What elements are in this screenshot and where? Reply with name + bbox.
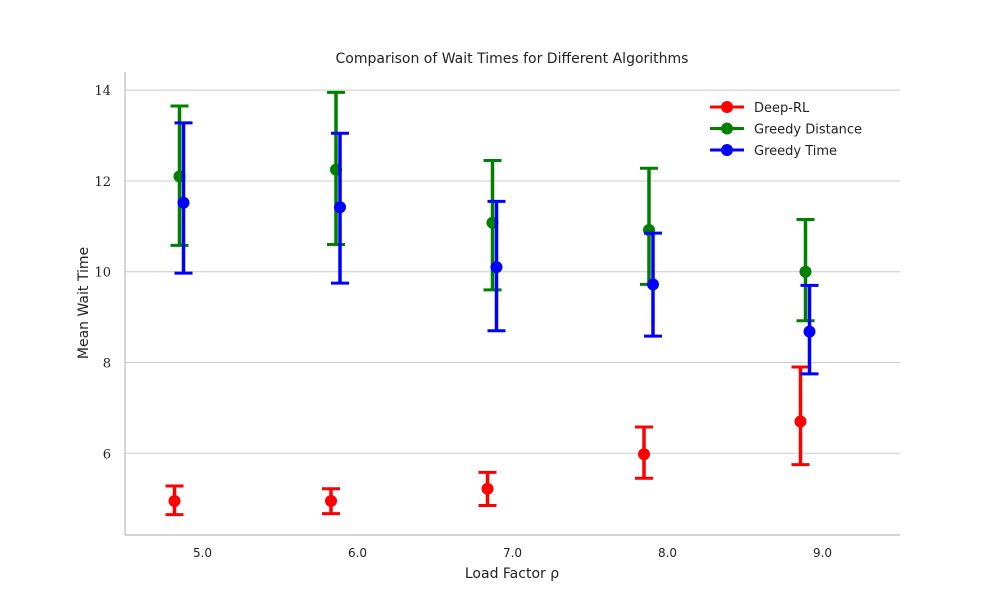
series-group (170, 90, 815, 323)
data-point (647, 278, 659, 291)
y-tick-label: 10 (94, 266, 111, 281)
legend-label: Deep-RL (754, 101, 810, 116)
x-tick-labels: 5.0 6.0 7.0 8.0 9.0 (193, 546, 832, 560)
data-point (490, 261, 503, 274)
legend-label: Greedy Time (754, 144, 837, 159)
series-layer (165, 90, 819, 517)
series-group (174, 121, 819, 376)
legend-label: Greedy Distance (754, 123, 862, 138)
y-tick-label: 6 (103, 447, 111, 462)
data-point (334, 201, 346, 214)
legend-marker (721, 144, 733, 156)
data-point (177, 196, 190, 209)
series-group (165, 365, 810, 517)
legend: Deep-RL Greedy Distance Greedy Time (710, 101, 862, 159)
data-point (794, 415, 807, 428)
y-axis-label: Mean Wait Time (76, 247, 92, 359)
chart-title: Comparison of Wait Times for Different A… (336, 51, 689, 67)
x-tick-label: 8.0 (658, 546, 677, 560)
x-tick-label: 6.0 (348, 546, 367, 560)
data-point (481, 482, 494, 495)
x-tick-label: 5.0 (193, 546, 212, 560)
data-point (799, 265, 812, 278)
data-point (325, 494, 337, 507)
data-point (638, 448, 650, 461)
grid-layer (125, 89, 900, 454)
x-axis-label: Load Factor ρ (465, 566, 559, 582)
legend-marker (721, 122, 733, 135)
y-tick-labels: 6 8 10 12 14 (94, 84, 111, 462)
y-tick-label: 12 (94, 175, 111, 190)
x-tick-label: 7.0 (503, 546, 522, 560)
y-tick-label: 8 (103, 357, 111, 372)
x-tick-label: 9.0 (813, 546, 832, 560)
legend-marker (721, 101, 733, 113)
data-point (803, 325, 816, 338)
y-tick-label: 14 (94, 84, 111, 99)
data-point (168, 494, 181, 507)
